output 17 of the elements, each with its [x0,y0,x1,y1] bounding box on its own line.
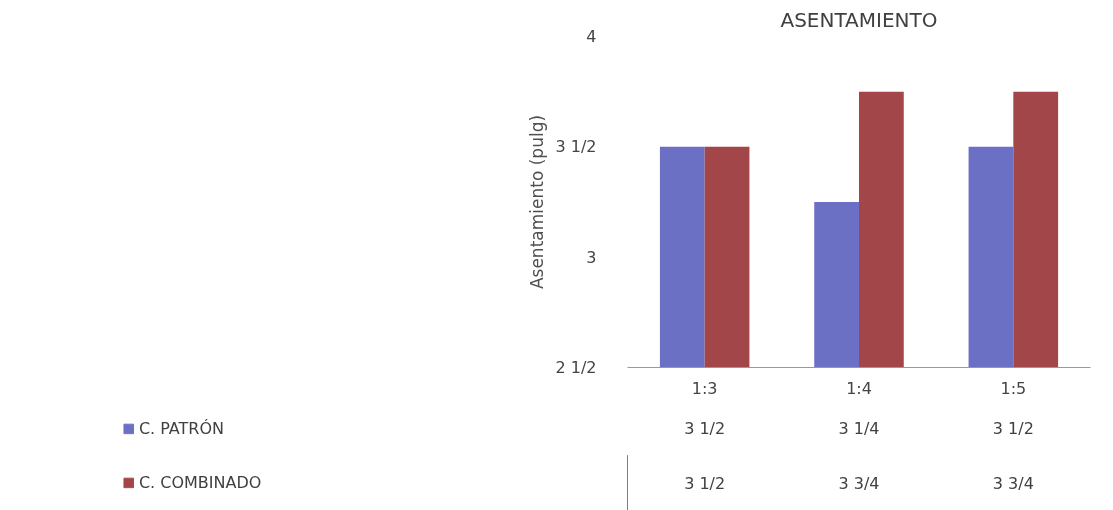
x-tick-label: 1:3 [691,378,718,398]
y-tick-label: 2 1/2 [555,358,597,377]
y-tick-label: 3 [586,247,597,267]
legend-label: C. PATRÓN [138,418,225,438]
chart-title: ASENTAMIENTO [780,7,938,32]
y-tick-label: 3 1/2 [555,137,597,157]
y-tick-label: 4 [586,27,597,46]
legend-label: C. COMBINADO [138,472,262,492]
y-axis-title: Asentamiento (pulg) [527,114,548,290]
data-label: 3 1/2 [684,473,726,493]
x-tick-label: 1:4 [846,378,872,398]
data-label: 3 1/2 [992,418,1034,438]
data-label: 3 1/2 [684,418,726,438]
data-label: 3 3/4 [838,473,880,493]
data-label: 3 3/4 [992,473,1034,493]
x-tick-label: 1:5 [1000,378,1027,398]
data-label: 3 1/4 [838,418,880,438]
